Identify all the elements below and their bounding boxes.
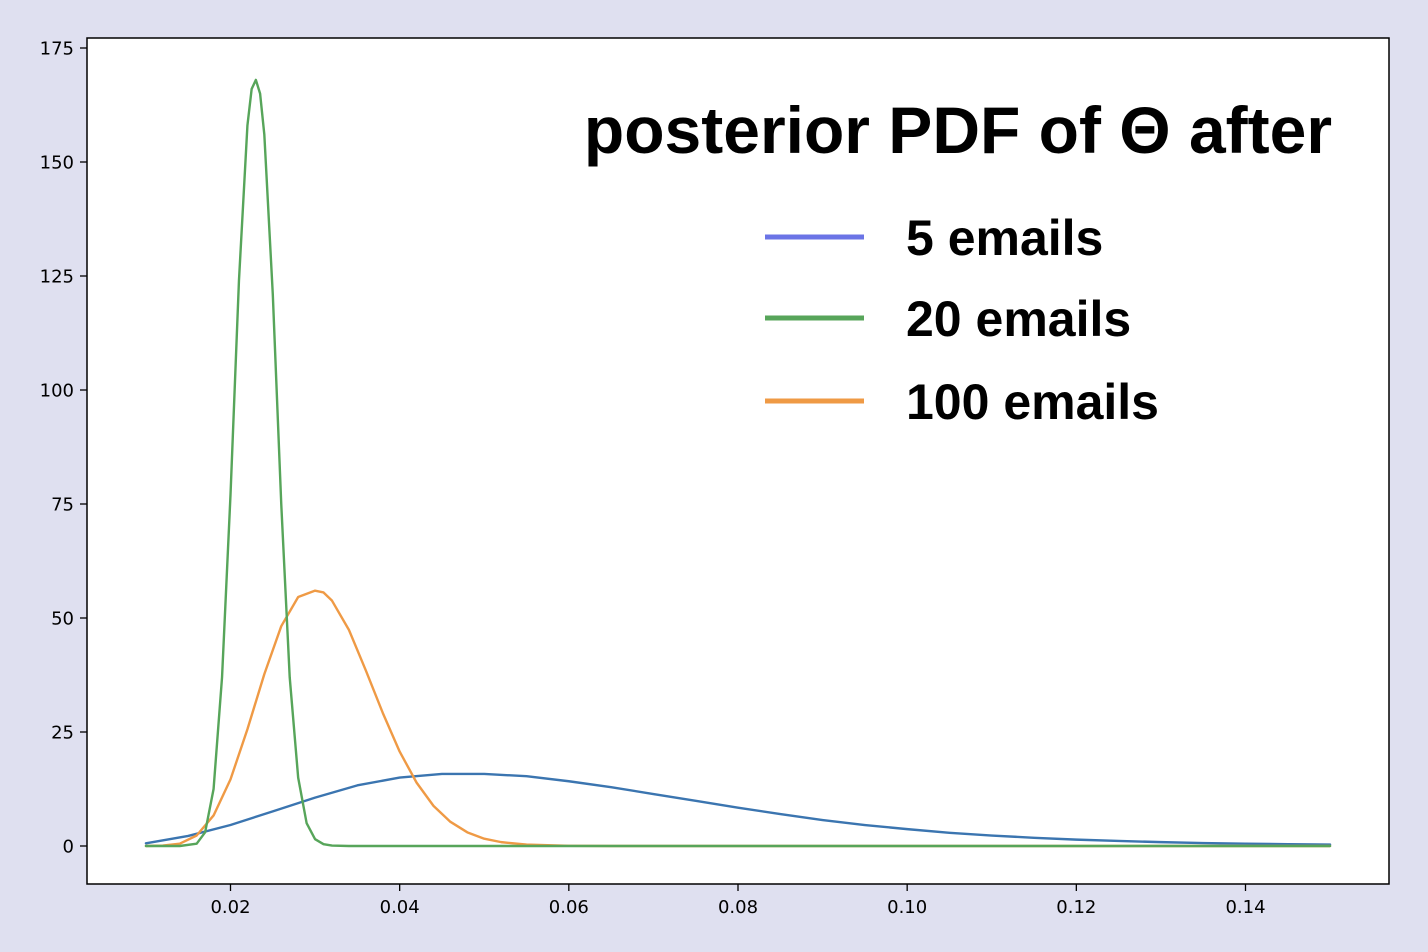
y-tick-label: 0 [63, 837, 74, 858]
series-line-3 [144, 78, 1332, 848]
y-tick-label: 50 [51, 609, 74, 630]
series-line-1 [144, 772, 1332, 846]
y-tick-label: 25 [51, 723, 74, 744]
y-tick-label: 175 [40, 39, 74, 60]
y-tick-label: 125 [40, 267, 74, 288]
x-tick-label: 0.08 [718, 897, 758, 918]
x-tick-label: 0.02 [210, 897, 250, 918]
x-tick-label: 0.14 [1225, 897, 1265, 918]
plot-area [87, 38, 1389, 884]
y-tick-label: 75 [51, 495, 74, 516]
legend: 5 emails 20 emails 100 emails [765, 210, 1159, 430]
y-tick-label: 150 [40, 153, 74, 174]
series-layer [144, 78, 1332, 848]
y-tick-label: 100 [40, 381, 74, 402]
y-axis: 0 25 50 75 100 125 150 175 [40, 39, 87, 858]
x-axis: 0.02 0.04 0.06 0.08 0.10 0.12 0.14 [210, 884, 1266, 918]
x-tick-label: 0.06 [549, 897, 589, 918]
x-tick-label: 0.12 [1056, 897, 1096, 918]
x-tick-label: 0.10 [887, 897, 927, 918]
x-tick-label: 0.04 [380, 897, 420, 918]
legend-label: 20 emails [906, 291, 1131, 347]
legend-label: 5 emails [906, 210, 1103, 266]
chart-title: posterior PDF of Θ after [584, 93, 1332, 167]
legend-label: 100 emails [906, 374, 1159, 430]
